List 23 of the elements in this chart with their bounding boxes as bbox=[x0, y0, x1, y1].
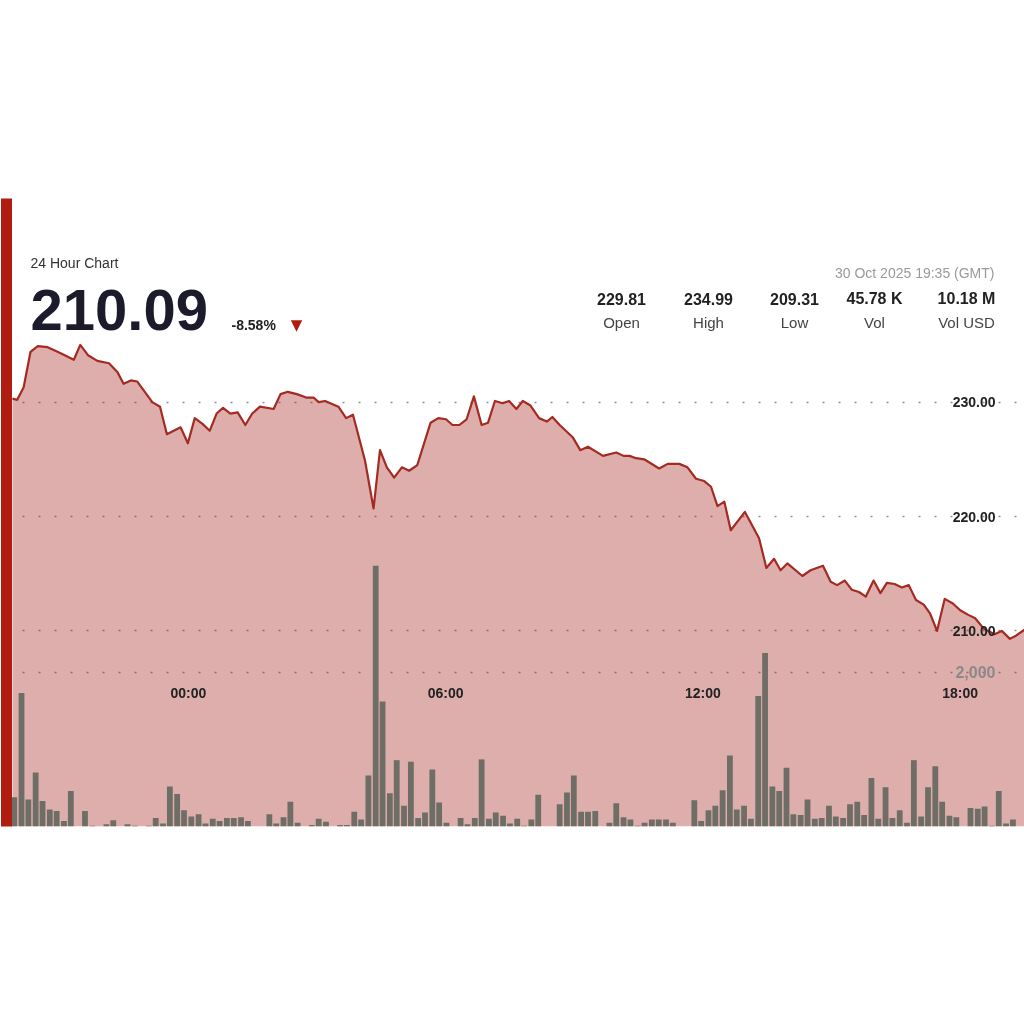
annotation: 229.81 bbox=[597, 290, 647, 308]
annotation: 45.78 K bbox=[846, 290, 903, 307]
x-tick-label: 00:00 bbox=[170, 684, 207, 701]
annotation: 10.18 M bbox=[937, 290, 996, 307]
annotation: ▼ bbox=[290, 315, 303, 334]
annotation: 210.09 bbox=[30, 276, 208, 342]
annotation: Low bbox=[780, 314, 809, 331]
text: 24 Hour Chart bbox=[30, 254, 119, 271]
annotation: Open bbox=[603, 314, 640, 331]
annotation: Vol bbox=[864, 314, 885, 331]
annotation: 234.99 bbox=[684, 290, 734, 308]
y2-tick-label: 2,000 bbox=[955, 664, 996, 682]
annotation: -8.58% bbox=[231, 316, 277, 333]
annotation: 209.31 bbox=[770, 290, 820, 308]
annotation: Vol USD bbox=[938, 314, 996, 331]
y-tick-label: 230.00 bbox=[952, 394, 996, 411]
x-tick-label: 18:00 bbox=[942, 684, 979, 701]
x-tick-label: 12:00 bbox=[684, 684, 722, 701]
annotation: High bbox=[693, 314, 724, 331]
y-tick-label: 220.00 bbox=[952, 508, 996, 525]
annotation: 30 Oct 2025 19:35 (GMT) bbox=[834, 264, 995, 281]
bar bbox=[82, 811, 88, 827]
x-tick-label: 06:00 bbox=[427, 684, 464, 701]
